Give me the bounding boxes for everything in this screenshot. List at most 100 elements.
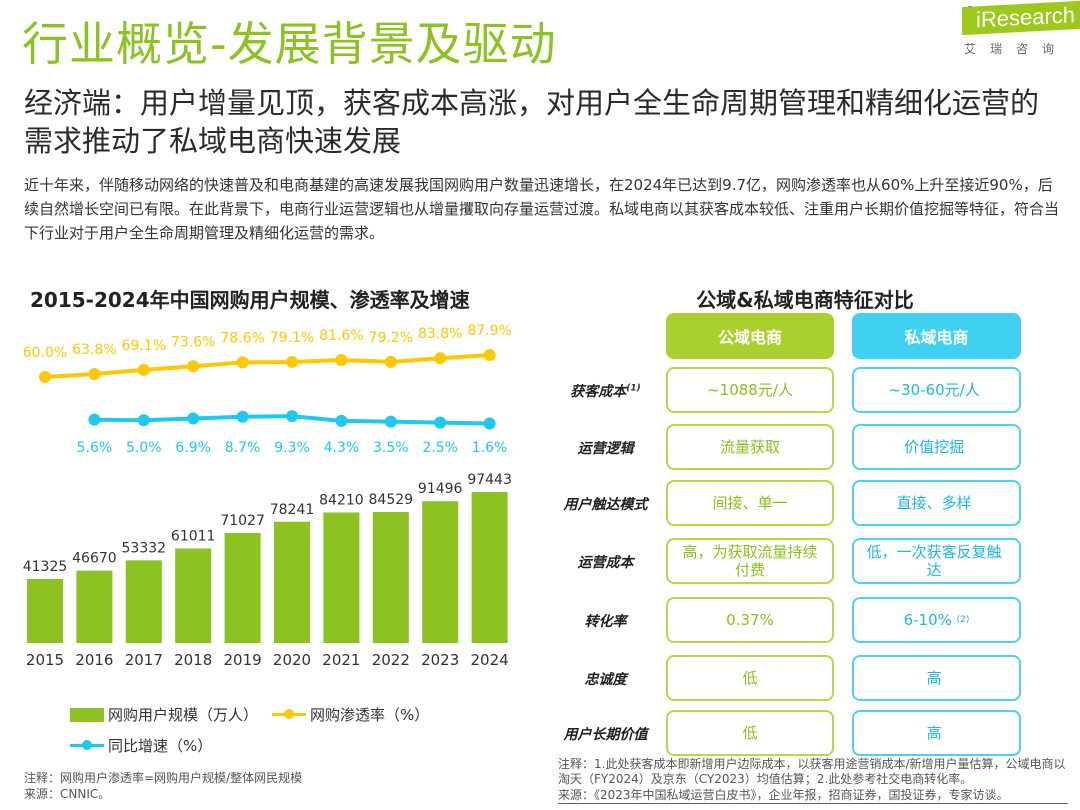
penetration-point (434, 352, 447, 365)
legend-item-penetration: 网购渗透率（%） (272, 704, 429, 725)
bar (27, 578, 63, 643)
penetration-data-label: 79.1% (270, 330, 314, 346)
penetration-data-label: 83.8% (418, 326, 462, 342)
growth-point (483, 417, 496, 430)
public-cell: ~1088元/人 (666, 367, 834, 413)
bar-value-label: 84529 (369, 492, 414, 508)
growth-data-label: 5.0% (126, 440, 162, 456)
growth-point (384, 415, 397, 428)
private-cell: 6-10% (2) (852, 597, 1021, 643)
growth-point (286, 410, 298, 423)
private-cell: 高 (852, 655, 1021, 701)
row-label: 运营成本 (577, 555, 634, 571)
growth-data-label: 3.5% (373, 440, 409, 456)
growth-point (434, 416, 447, 429)
x-tick-label: 2023 (421, 651, 459, 669)
private-cell: 直接、多样 (852, 480, 1021, 526)
public-cell: 0.37% (666, 597, 834, 643)
x-tick-label: 2021 (322, 651, 360, 669)
x-tick-label: 2022 (372, 651, 410, 669)
private-cell: ~30-60元/人 (852, 367, 1021, 413)
comparison-note: 注释：1.此处获客成本即新增用户边际成本，以获客用途营销成本/新增用户量估算，公… (558, 757, 1066, 786)
bar-value-label: 91496 (418, 481, 463, 497)
x-tick-label: 2015 (26, 651, 64, 669)
growth-data-label: 9.3% (274, 440, 310, 456)
public-cell: 低 (666, 655, 834, 701)
bar (224, 532, 261, 643)
bar (471, 492, 508, 643)
growth-point (137, 414, 150, 427)
header-private: 私域电商 (852, 313, 1021, 359)
penetration-data-label: 81.6% (319, 328, 363, 344)
intro-paragraph: 近十年来，伴随移动网络的快速普及和电商基建的高速发展我国网购用户数量迅速增长，在… (24, 176, 1060, 242)
bar-value-label: 97443 (467, 472, 512, 488)
bar-value-label: 61011 (171, 528, 216, 544)
public-cell: 间接、单一 (666, 480, 834, 526)
row-label: 用户触达模式 (563, 497, 648, 513)
private-cell: 低，一次获客反复触达 (852, 538, 1021, 584)
private-cell: 高 (852, 710, 1021, 756)
growth-data-label: 4.3% (324, 440, 360, 456)
penetration-data-label: 73.6% (171, 334, 215, 350)
penetration-data-label: 79.2% (369, 330, 413, 346)
penetration-data-label: 87.9% (467, 323, 511, 339)
x-tick-label: 2018 (174, 651, 212, 669)
header-public: 公域电商 (666, 313, 834, 359)
penetration-point (187, 360, 200, 373)
private-cell: 价值挖掘 (852, 424, 1021, 470)
bar (323, 512, 360, 643)
penetration-point (286, 355, 298, 368)
public-cell: 低 (666, 710, 834, 756)
growth-point (236, 410, 249, 423)
growth-data-label: 6.9% (175, 440, 211, 456)
growth-data-label: 2.5% (422, 440, 458, 456)
chart-note: 注释：网购用户渗透率=网购用户规模/整体网民规模 (24, 771, 303, 785)
bar (274, 521, 310, 643)
growth-data-label: 8.7% (225, 440, 261, 456)
x-tick-label: 2020 (273, 651, 311, 669)
penetration-data-label: 78.6% (220, 330, 264, 346)
legend-bar-swatch (70, 707, 104, 722)
x-tick-label: 2024 (471, 651, 509, 669)
comparison-title: 公域&私域电商特征对比 (696, 288, 914, 312)
penetration-point (88, 368, 101, 381)
x-tick-label: 2019 (224, 651, 262, 669)
bar (175, 548, 212, 643)
x-tick-label: 2016 (75, 651, 113, 669)
growth-point (335, 414, 348, 427)
page-title: 行业概览-发展背景及驱动 (22, 17, 557, 71)
bar-value-label: 71027 (220, 513, 265, 529)
penetration-point (137, 363, 150, 376)
bar-value-label: 46670 (72, 551, 117, 567)
row-label: 转化率 (584, 614, 627, 630)
iresearch-logo: iResearch 艾瑞咨询 (962, 0, 1080, 57)
growth-point (88, 413, 101, 426)
row-label: 忠诚度 (584, 672, 627, 688)
subtitle: 经济端：用户增量见顶，获客成本高涨，对用户全生命周期管理和精细化运营的需求推动了… (24, 86, 1040, 158)
bar-value-label: 41325 (23, 559, 68, 575)
legend-line-swatch (70, 740, 104, 750)
bar (422, 501, 459, 643)
comparison-source: 来源：《2023年中国私域运营白皮书》，企业年报，招商证券，国投证券，专家访谈。 (558, 788, 1068, 804)
user-scale-chart: 41325 2015 46670 2016 53332 2017 61011 2018 7102… (23, 323, 512, 669)
legend-item-growth: 同比增速（%） (70, 735, 212, 756)
legend-line-swatch (272, 709, 306, 719)
penetration-data-label: 69.1% (122, 338, 166, 354)
penetration-point (335, 353, 348, 366)
penetration-point (384, 355, 397, 368)
penetration-data-label: 60.0% (23, 345, 67, 361)
public-cell: 高，为获取流量持续付费 (666, 538, 834, 584)
x-tick-label: 2017 (125, 651, 163, 669)
growth-data-label: 5.6% (77, 440, 113, 456)
growth-point (187, 412, 200, 425)
bar-value-label: 78241 (270, 502, 315, 518)
penetration-point (39, 371, 51, 383)
bar (76, 570, 113, 643)
bar-value-label: 53332 (122, 540, 167, 556)
growth-data-label: 1.6% (472, 440, 508, 456)
legend-item-users: 网购用户规模（万人） (70, 704, 258, 725)
penetration-data-label: 63.8% (72, 342, 116, 358)
row-label: 运营逻辑 (577, 441, 634, 457)
row-label: 用户长期价值 (563, 727, 648, 743)
penetration-point (483, 349, 496, 361)
